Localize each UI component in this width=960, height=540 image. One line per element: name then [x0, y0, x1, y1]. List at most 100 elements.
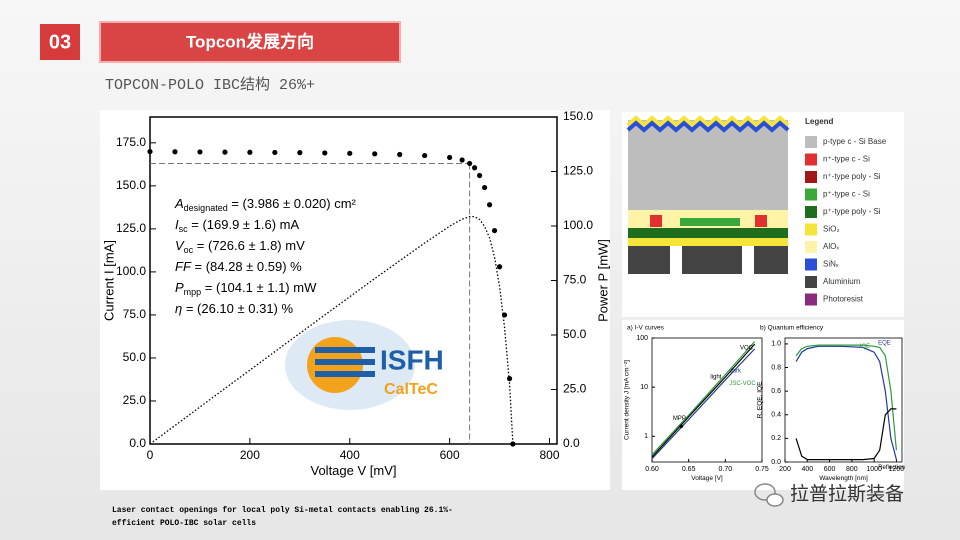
series-line: [795, 408, 897, 461]
annotation-text: = (3.986 ± 0.020) cm²: [228, 196, 357, 211]
annotation-text: = (84.28 ± 0.59) %: [191, 259, 302, 274]
data-point: [172, 149, 178, 155]
series-line: [795, 345, 897, 460]
texture-sin: [626, 120, 790, 133]
annotation-symbol: P: [175, 280, 184, 295]
legend-swatch: [805, 171, 817, 183]
logo-stripe: [315, 371, 375, 377]
plot-frame: [784, 337, 903, 463]
x-tick-label: 200: [240, 448, 260, 462]
annotation-sub: mpp: [184, 287, 202, 297]
logo-stripe: [315, 347, 375, 353]
series-label: Reflection: [878, 465, 905, 471]
x-tick-label: 0.75: [755, 466, 769, 473]
series-label: light: [710, 375, 721, 381]
x-tick-label: 800: [539, 448, 559, 462]
y2-tick-label: 75.0: [563, 273, 587, 287]
data-point: [510, 441, 516, 447]
p-poly: [628, 228, 788, 238]
y-tick-label: 0.0: [771, 459, 781, 466]
series-line: [149, 215, 514, 445]
section-number: 03: [49, 31, 71, 53]
y-tick-label: 100.0: [116, 264, 146, 278]
icon-bubble: [766, 493, 784, 507]
y-tick-label: 100: [636, 335, 648, 342]
n-contact: [650, 215, 662, 227]
series-label: EQE: [878, 341, 891, 347]
y2-tick-label: 50.0: [563, 327, 587, 341]
chart-title: a) I-V curves: [627, 325, 665, 332]
x-tick-label: 400: [340, 448, 360, 462]
texture: [626, 115, 790, 128]
x-tick-label: 0.70: [719, 466, 733, 473]
y-tick-label: 10: [640, 384, 648, 391]
y-tick-label: 25.0: [123, 393, 147, 407]
series-line: [651, 348, 756, 460]
y-tick-label: 150.0: [116, 178, 146, 192]
legend-label: Aluminium: [823, 277, 861, 286]
number-box: [40, 24, 80, 60]
legend-label: SiNₓ: [823, 260, 839, 269]
series-line: [795, 344, 897, 451]
x-tick-label: 0.65: [682, 466, 696, 473]
legend-swatch: [805, 136, 817, 148]
annotation-symbol: V: [175, 238, 185, 253]
x-axis-label: Voltage V [mV]: [311, 463, 397, 478]
series-line: [651, 341, 756, 456]
legend-label: p⁺-type c - Si: [823, 190, 870, 199]
data-point: [247, 149, 253, 155]
x-tick-label: 600: [440, 448, 460, 462]
data-point: [397, 151, 403, 158]
annotation-symbol: FF: [175, 259, 192, 274]
data-point: [496, 264, 503, 270]
annotation: Pmpp = (104.1 ± 1.1) mW: [175, 280, 317, 297]
data-point: [481, 184, 488, 191]
mpp-point: [679, 424, 684, 429]
p-contact: [680, 218, 740, 226]
y2-tick-label: 125.0: [563, 164, 593, 178]
legend-swatch: [805, 276, 817, 288]
point-label: MPP: [673, 416, 686, 422]
legend-title: Legend: [805, 117, 834, 126]
y2-axis-label: Power P [mW]: [595, 239, 610, 322]
legend-label: n⁺-type c - Si: [823, 155, 870, 164]
y-tick-label: 0.2: [771, 435, 781, 442]
y-tick-label: 0.8: [771, 364, 781, 371]
wechat-icon: [754, 483, 784, 507]
y-axis-label: R, EQE, IQE: [757, 381, 764, 419]
data-point: [322, 150, 328, 156]
data-point: [197, 149, 203, 155]
legend-label: Photoresist: [823, 295, 864, 304]
x-axis-label: Voltage [V]: [691, 475, 723, 482]
logo-stripe: [315, 359, 375, 365]
data-point: [272, 149, 278, 156]
legend-label: SiO₂: [823, 225, 839, 234]
gap: [670, 246, 682, 274]
annotation: Voc = (726.6 ± 1.8) mV: [175, 238, 305, 255]
series-label: JSC-VOC: [729, 381, 756, 387]
y-tick-label: 0.0: [129, 436, 146, 450]
data-point: [467, 160, 473, 167]
annotation-sub: sc: [179, 224, 189, 234]
y2-tick-label: 100.0: [563, 218, 593, 232]
sio2: [628, 238, 788, 246]
annotation-text: = (726.6 ± 1.8) mV: [193, 238, 305, 253]
note: VOC: [740, 346, 754, 352]
annotation-symbol: A: [174, 196, 184, 211]
annotation: Adesignated = (3.986 ± 0.020) cm²: [174, 196, 357, 213]
legend-label: p-type c - Si Base: [823, 137, 887, 146]
data-point: [297, 150, 303, 156]
annotation: FF = (84.28 ± 0.59) %: [175, 259, 302, 274]
annotation-text: = (104.1 ± 1.1) mW: [201, 280, 317, 295]
aluminium: [628, 246, 788, 274]
y2-tick-label: 25.0: [563, 382, 587, 396]
watermark: 拉普拉斯装备: [790, 483, 904, 505]
logo-name: ISFH: [380, 344, 444, 375]
chart-title: b) Quantum efficiency: [760, 325, 824, 332]
series-label: IQE: [860, 344, 870, 350]
y-tick-label: 75.0: [123, 307, 147, 321]
annotation-symbol: η: [175, 301, 182, 316]
x-tick-label: 800: [846, 466, 858, 473]
